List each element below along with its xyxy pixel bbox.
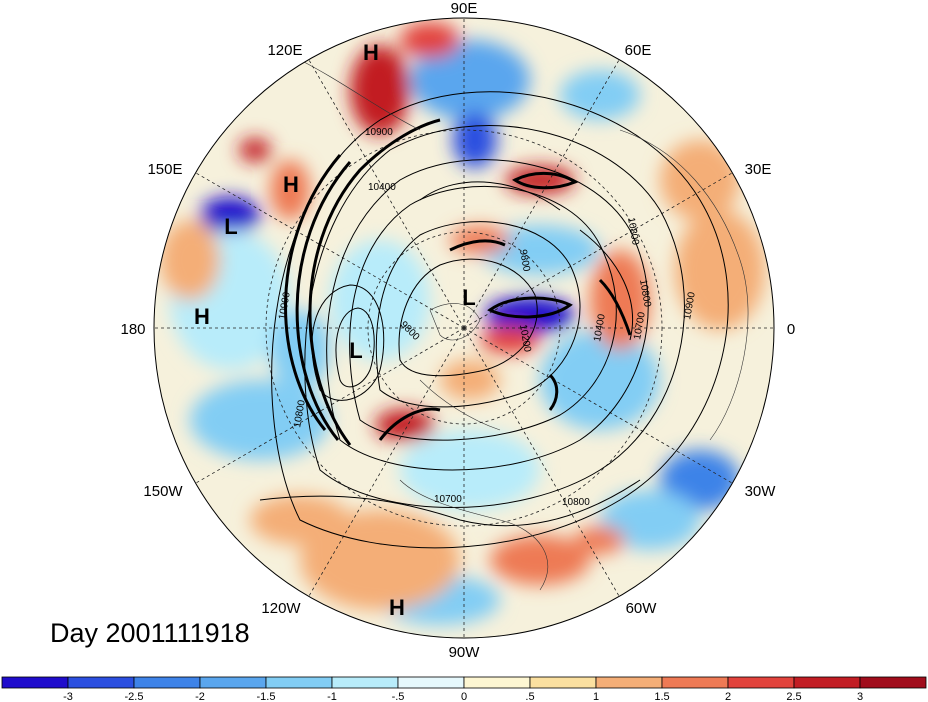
- colorbar-tick-label: 0: [461, 691, 467, 702]
- graticule: [154, 18, 774, 638]
- colorbar-swatch: [133, 676, 201, 689]
- colorbar-swatch: [529, 676, 597, 689]
- colorbar-tick-label: -.5: [392, 691, 405, 702]
- high-pressure-marker: H: [389, 595, 405, 620]
- lon-label-0: 0: [787, 321, 795, 338]
- lon-label-60e: 60E: [625, 42, 652, 59]
- lon-label-180: 180: [120, 321, 145, 338]
- colorbar-tick-label: 3: [857, 691, 863, 702]
- lon-label-60w: 60W: [626, 600, 658, 617]
- colorbar-swatch: [1, 676, 69, 689]
- lon-label-90w: 90W: [449, 644, 481, 661]
- colorbar-swatch: [463, 676, 531, 689]
- colorbar-tick-label: -2.5: [125, 691, 144, 702]
- colorbar-swatch: [661, 676, 729, 689]
- lon-label-30w: 30W: [745, 483, 777, 500]
- colorbar-tick-label: -1.5: [257, 691, 276, 702]
- high-pressure-marker: H: [363, 40, 379, 65]
- lon-label-150w: 150W: [143, 483, 183, 500]
- low-pressure-marker: L: [224, 214, 237, 239]
- contour-label: 10900: [277, 291, 293, 321]
- lon-label-150e: 150E: [147, 161, 182, 178]
- geopotential-height-contours: [259, 91, 729, 549]
- low-pressure-marker: L: [462, 285, 475, 310]
- colorbar-tick-label: -1: [327, 691, 337, 702]
- colorbar-swatch: [331, 676, 399, 689]
- colorbar-swatch: [793, 676, 861, 689]
- colorbar-tick-label: -2: [195, 691, 205, 702]
- low-pressure-marker: L: [349, 338, 362, 363]
- map-boundary: [153, 17, 775, 639]
- colorbar-tick-label: 1: [593, 691, 599, 702]
- contour-label: 10900: [682, 291, 698, 321]
- colorbar: -3 -2.5 -2 -1.5 -1 -.5 0 .5 1 1.5 2 2.5 3: [1, 676, 927, 702]
- lon-label-120e: 120E: [267, 42, 302, 59]
- contour-label: 10700: [434, 494, 462, 505]
- colorbar-swatch: [859, 676, 927, 689]
- contour-label: 10400: [592, 313, 608, 343]
- colorbar-swatch: [265, 676, 333, 689]
- contour-label: 10700: [632, 311, 648, 341]
- contour-label: 10800: [562, 497, 590, 508]
- colorbar-swatch: [727, 676, 795, 689]
- contour-label: 10400: [368, 182, 396, 193]
- contour-label: 9800: [517, 249, 532, 273]
- lon-label-30e: 30E: [745, 161, 772, 178]
- contour-label: 10800: [292, 399, 308, 429]
- colorbar-swatch: [595, 676, 663, 689]
- day-title: Day 2001111918: [50, 618, 250, 648]
- colorbar-tick-label: 2: [725, 691, 731, 702]
- colorbar-tick-label: .5: [525, 691, 534, 702]
- contour-label: 10800: [637, 279, 653, 309]
- lon-label-90e: 90E: [451, 0, 478, 17]
- colorbar-swatch: [397, 676, 465, 689]
- contour-label: 10900: [365, 127, 393, 138]
- contour-label: 10200: [517, 324, 533, 354]
- contour-label: 10800: [625, 217, 641, 247]
- colorbar-tick-label: -3: [63, 691, 73, 702]
- wind-speed-contours: [284, 118, 632, 446]
- colorbar-swatch: [199, 676, 267, 689]
- colorbar-tick-label: 2.5: [786, 691, 801, 702]
- polar-stereographic-map: 90E 60E 30E 0 30W 60W 90W 120W 150W 180 …: [120, 0, 795, 661]
- colorbar-tick-label: 1.5: [654, 691, 669, 702]
- lon-label-120w: 120W: [261, 600, 301, 617]
- high-pressure-marker: H: [194, 304, 210, 329]
- colorbar-swatch: [67, 676, 135, 689]
- high-pressure-marker: H: [283, 172, 299, 197]
